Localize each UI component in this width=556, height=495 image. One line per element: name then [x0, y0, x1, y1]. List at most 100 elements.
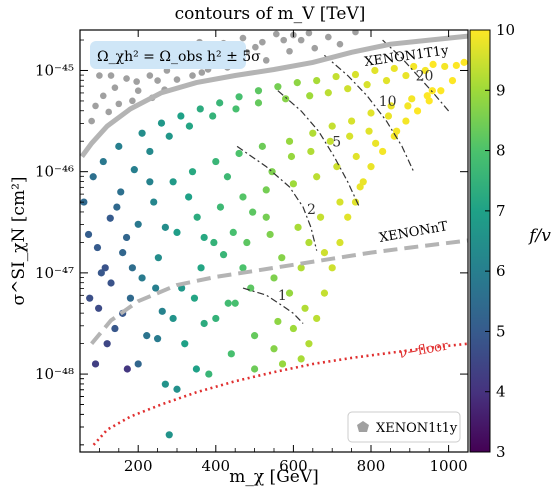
data-point	[254, 87, 263, 95]
data-point	[429, 60, 437, 69]
excluded-point	[105, 108, 113, 116]
data-point	[367, 109, 375, 117]
data-point	[97, 269, 105, 277]
data-point	[320, 249, 329, 257]
data-point	[232, 105, 240, 113]
data-point	[294, 223, 302, 231]
data-point	[452, 61, 460, 70]
data-point	[359, 178, 367, 186]
mv-contour-label: 5	[332, 134, 341, 150]
data-point	[130, 166, 138, 174]
data-point	[313, 76, 321, 85]
mv-contour-line	[277, 90, 360, 208]
data-point	[282, 95, 290, 103]
data-point	[371, 66, 379, 75]
y-tick-label: 10⁻⁴⁶	[35, 163, 74, 181]
data-point	[423, 92, 431, 100]
colorbar-ticks: 3 4 5 6 7 8 9 10	[485, 21, 515, 461]
excluded-point	[123, 75, 130, 82]
data-point	[115, 142, 123, 150]
exclusion-line	[80, 33, 468, 158]
data-point	[251, 332, 259, 340]
data-point	[138, 129, 146, 137]
line-label: XENONnT	[378, 219, 449, 246]
data-point	[278, 360, 287, 368]
data-point	[196, 105, 204, 113]
excluded-point	[189, 72, 196, 79]
x-tick-label: 800	[357, 457, 386, 475]
data-point	[210, 238, 218, 247]
colorbar-title: f/v	[527, 226, 551, 246]
data-point	[106, 214, 114, 222]
excluded-point	[107, 72, 115, 79]
data-point	[185, 193, 193, 201]
plot-area: 1 2 5 10 20	[80, 30, 468, 446]
excluded-point	[297, 36, 305, 44]
data-point	[441, 62, 449, 71]
excluded-point	[325, 33, 332, 41]
data-point	[344, 85, 352, 93]
data-point	[379, 147, 387, 156]
data-point	[197, 264, 205, 272]
data-point	[249, 208, 257, 216]
data-point	[103, 340, 111, 348]
x-tick-label: 1000	[430, 457, 468, 475]
data-point	[413, 107, 422, 115]
x-axis-title: m_χ [GeV]	[229, 467, 319, 487]
excluded-point	[88, 117, 95, 125]
data-point	[351, 70, 360, 79]
x-tick-label: 400	[201, 457, 230, 475]
data-point	[348, 117, 356, 125]
data-point	[150, 198, 158, 206]
data-point	[336, 238, 344, 247]
data-point	[270, 274, 278, 282]
data-point	[390, 64, 398, 73]
excluded-point	[92, 102, 99, 110]
excluded-point	[336, 40, 344, 48]
data-point	[297, 355, 305, 363]
excluded-point	[252, 43, 259, 51]
data-point	[173, 228, 181, 236]
data-point	[251, 365, 259, 373]
chart-title: contours of m_V [TeV]	[175, 4, 366, 24]
data-point	[128, 264, 136, 272]
data-point	[143, 332, 151, 340]
excluded-point	[154, 77, 161, 84]
data-point	[200, 319, 208, 328]
data-point	[122, 233, 131, 242]
data-point	[99, 157, 107, 166]
data-point	[107, 279, 115, 287]
data-point	[216, 203, 225, 211]
data-point	[332, 72, 340, 81]
data-point	[320, 289, 329, 297]
excluded-point	[259, 38, 266, 46]
data-point	[289, 180, 297, 188]
data-point	[460, 58, 468, 66]
excluded-point	[239, 34, 247, 42]
data-point	[285, 289, 294, 297]
colorbar-tick-label: 10	[496, 21, 515, 39]
data-point	[223, 173, 232, 181]
excluded-point	[146, 72, 154, 79]
data-point	[89, 173, 97, 181]
colorbar-gradient	[469, 29, 491, 453]
colorbar-tick-label: 5	[496, 322, 506, 340]
excluded-point	[273, 30, 280, 38]
colorbar: 3 4 5 6 7 8 9 10 f/v	[469, 21, 551, 461]
data-point	[93, 243, 102, 252]
legend-label: XENON1t1y	[376, 421, 458, 436]
data-point	[229, 228, 237, 236]
x-tick-label: 200	[124, 457, 153, 475]
data-point	[200, 233, 208, 242]
data-point	[390, 132, 398, 140]
data-point	[278, 254, 286, 262]
data-point	[305, 238, 313, 247]
data-point	[266, 230, 274, 239]
data-point	[185, 122, 194, 130]
mv-contour-line	[324, 54, 415, 172]
data-point	[306, 92, 314, 100]
mv-contour-label: 1	[278, 288, 287, 304]
y-tick-label: 10⁻⁴⁸	[35, 365, 74, 383]
data-point	[157, 119, 166, 127]
